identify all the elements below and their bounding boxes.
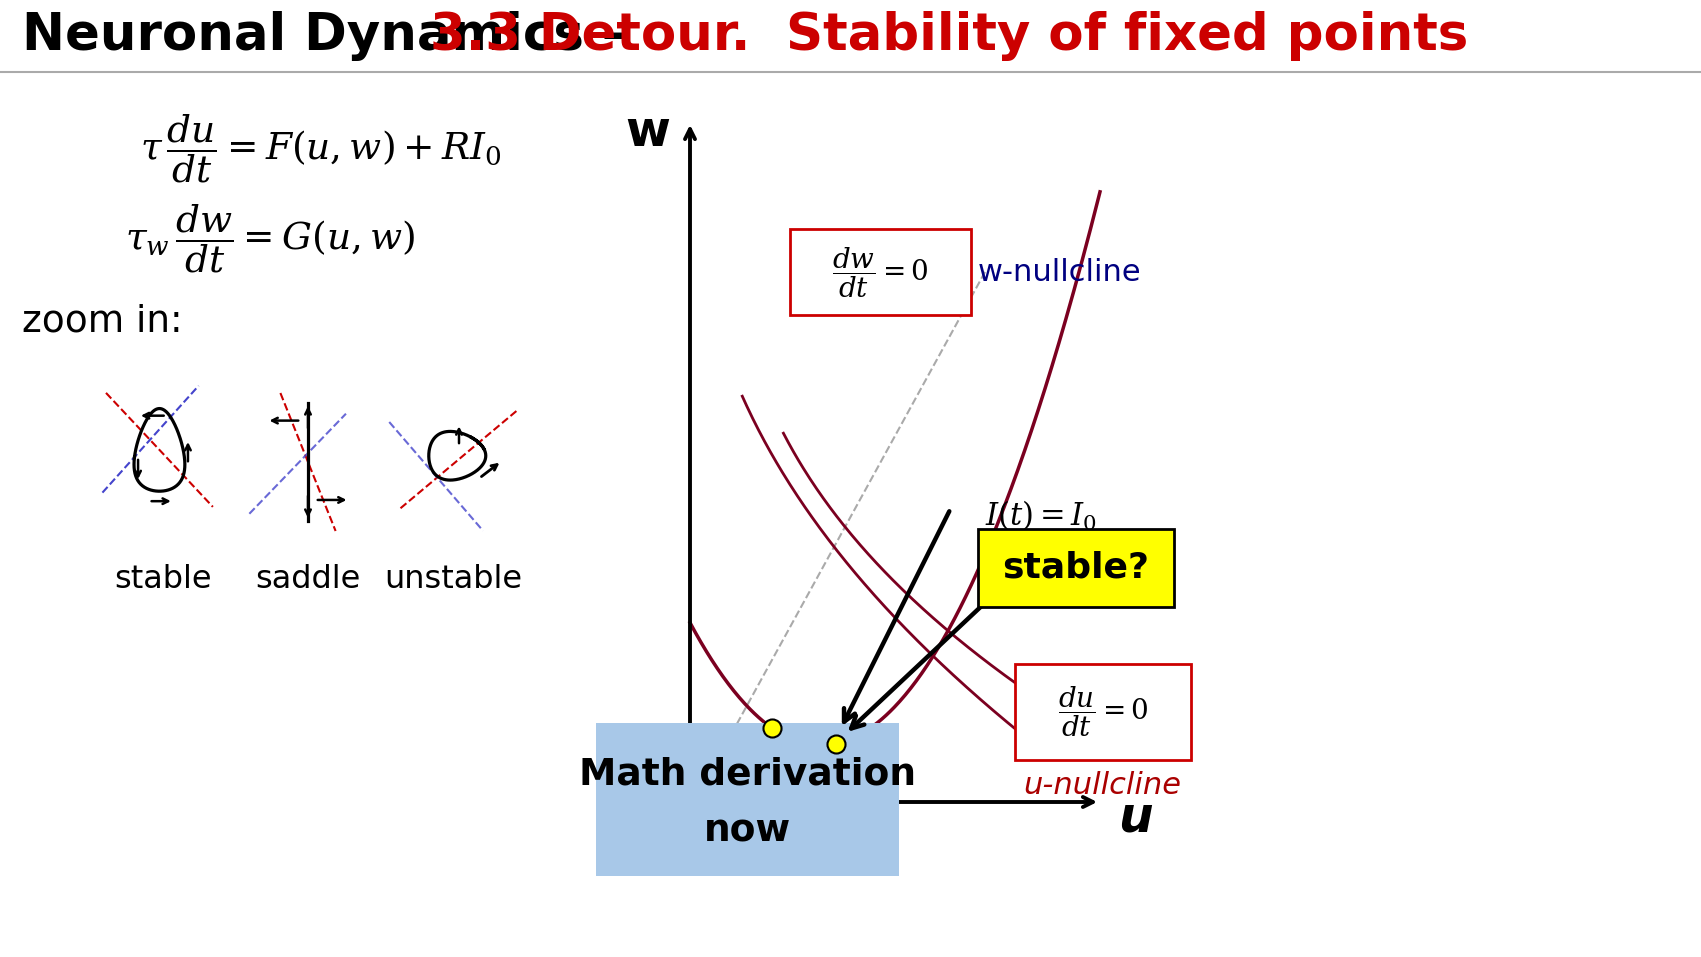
Text: w: w (626, 108, 670, 156)
Bar (0, 0, 1701, 72)
Text: stable: stable (114, 564, 213, 594)
FancyBboxPatch shape (789, 230, 971, 316)
FancyBboxPatch shape (595, 723, 900, 876)
FancyBboxPatch shape (978, 529, 1174, 607)
Text: $\dfrac{dw}{dt}=0$: $\dfrac{dw}{dt}=0$ (832, 245, 929, 300)
Text: now: now (704, 813, 791, 850)
Text: $\dfrac{du}{dt}=0$: $\dfrac{du}{dt}=0$ (1058, 684, 1148, 740)
Text: w-nullcline: w-nullcline (978, 257, 1141, 287)
Text: stable?: stable? (1002, 551, 1150, 585)
Text: Neuronal Dynamics –: Neuronal Dynamics – (22, 11, 645, 61)
Text: zoom in:: zoom in: (22, 304, 182, 340)
Text: $\tau_w\,\dfrac{dw}{dt} = G(u,w)$: $\tau_w\,\dfrac{dw}{dt} = G(u,w)$ (124, 203, 415, 276)
Text: 3.3 Detour.  Stability of fixed points: 3.3 Detour. Stability of fixed points (430, 11, 1468, 61)
Text: unstable: unstable (384, 564, 522, 594)
Text: saddle: saddle (255, 564, 361, 594)
FancyBboxPatch shape (1015, 664, 1191, 760)
Text: u-nullcline: u-nullcline (1022, 770, 1180, 799)
Text: u: u (1118, 793, 1152, 841)
Text: Math derivation: Math derivation (578, 757, 917, 792)
Text: $\tau\,\dfrac{du}{dt} = F(u,w) + RI_0$: $\tau\,\dfrac{du}{dt} = F(u,w) + RI_0$ (139, 113, 502, 186)
Text: $I(t)=I_0$: $I(t)=I_0$ (985, 500, 1097, 533)
